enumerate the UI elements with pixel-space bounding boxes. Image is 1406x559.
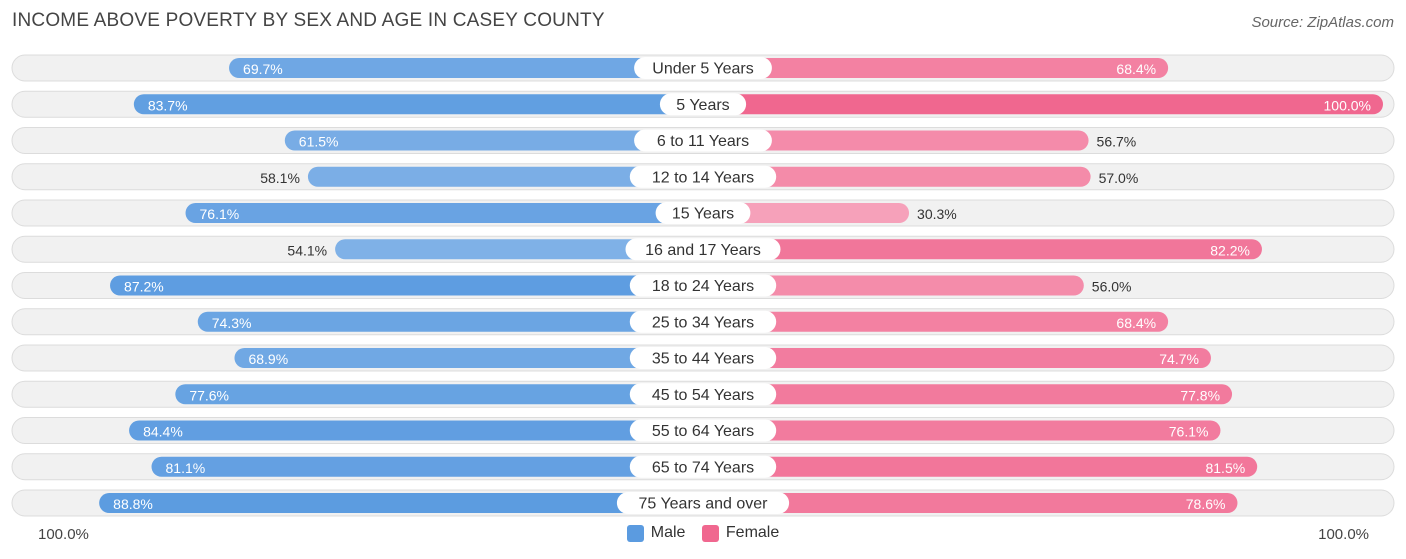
bar-male [151,456,703,477]
bar-female [703,239,1262,260]
category-label: 15 Years [672,206,734,223]
legend-item-male: Male [626,524,686,542]
legend-label-female: Female [725,524,780,541]
bar-male [175,384,703,405]
category-label: 25 to 34 Years [652,314,754,331]
value-label-male: 84.4% [143,424,183,440]
bar-male [229,58,704,78]
value-label-male: 76.1% [200,206,240,222]
category-label-box [629,165,777,188]
value-label-male: 74.3% [212,315,252,331]
category-label-box [659,93,747,116]
category-label: 12 to 14 Years [652,169,754,186]
value-label-female: 56.0% [1092,279,1132,295]
category-label-box [629,383,777,406]
bar-female [703,166,1091,187]
value-label-male: 58.1% [260,170,300,186]
value-label-female: 81.5% [1205,460,1245,476]
category-label: 5 Years [676,97,729,114]
category-label: 55 to 64 Years [652,423,754,440]
value-label-female: 74.7% [1159,351,1199,367]
legend: Male Female [0,524,1406,547]
value-label-female: 100.0% [1324,97,1371,113]
bar-male [284,130,703,151]
category-label-box [629,455,777,478]
category-label: 6 to 11 Years [657,133,749,150]
legend-swatch-male [626,524,644,542]
value-label-female: 68.4% [1116,61,1156,77]
category-label-box [625,238,781,261]
bar-male [133,94,704,115]
chart-source: Source: ZipAtlas.com [1251,14,1394,31]
bar-male [197,311,703,332]
category-label: 16 and 17 Years [645,242,761,259]
value-label-male: 83.7% [148,97,188,113]
value-label-female: 30.3% [917,206,957,222]
category-label-box [616,492,790,514]
category-label-box [629,274,777,297]
bar-female [703,58,1169,78]
axis-right-label: 100.0% [1318,526,1369,543]
bar-male [99,493,703,513]
value-label-female: 76.1% [1169,424,1209,440]
value-label-male: 88.8% [113,496,153,512]
value-label-male: 87.2% [124,279,164,295]
value-label-female: 68.4% [1116,315,1156,331]
value-label-male: 81.1% [166,460,206,476]
category-label: 65 to 74 Years [652,459,754,476]
axis-left-label: 100.0% [38,526,89,543]
bar-female [703,94,1383,115]
value-label-female: 56.7% [1097,134,1137,150]
category-label: 75 Years and over [639,496,769,513]
value-label-female: 82.2% [1210,242,1250,258]
category-label: 45 to 54 Years [652,387,754,404]
bar-female [703,311,1169,332]
bar-male [307,166,703,187]
category-label-box [634,57,772,79]
category-label-box [655,202,751,224]
value-label-male: 68.9% [248,351,288,367]
category-label-box [629,310,777,333]
category-label: 18 to 24 Years [652,278,754,295]
chart-plot-area: Under 5 Years 69.7% 68.4% 5 Years 83.7% 100.0… [11,54,1395,517]
bar-male [335,239,703,260]
bar-female [703,348,1211,368]
legend-swatch-female [701,524,719,542]
bar-male [185,203,703,223]
bar-female [703,493,1238,513]
value-label-female: 77.8% [1180,387,1220,403]
value-label-male: 61.5% [299,134,339,150]
value-label-male: 77.6% [189,387,229,403]
value-label-male: 69.7% [243,61,283,77]
value-label-male: 54.1% [287,242,327,258]
value-label-female: 57.0% [1099,170,1139,186]
legend-item-female: Female [701,524,780,542]
bar-female [703,420,1221,441]
category-label: Under 5 Years [652,61,753,78]
category-label-box [629,419,777,442]
bar-female [703,384,1233,405]
bar-female [703,456,1258,477]
category-label-box [634,129,772,152]
legend-label-male: Male [650,524,686,541]
bar-male [129,420,703,441]
bar-male [110,275,704,296]
bar-female [703,275,1084,296]
category-label: 35 to 44 Years [652,351,754,368]
value-label-female: 78.6% [1186,496,1226,512]
chart-title: INCOME ABOVE POVERTY BY SEX AND AGE IN C… [12,10,605,31]
bar-male [234,348,704,368]
category-label-box [629,347,777,369]
bar-female [703,130,1089,151]
bar-female [703,203,910,223]
